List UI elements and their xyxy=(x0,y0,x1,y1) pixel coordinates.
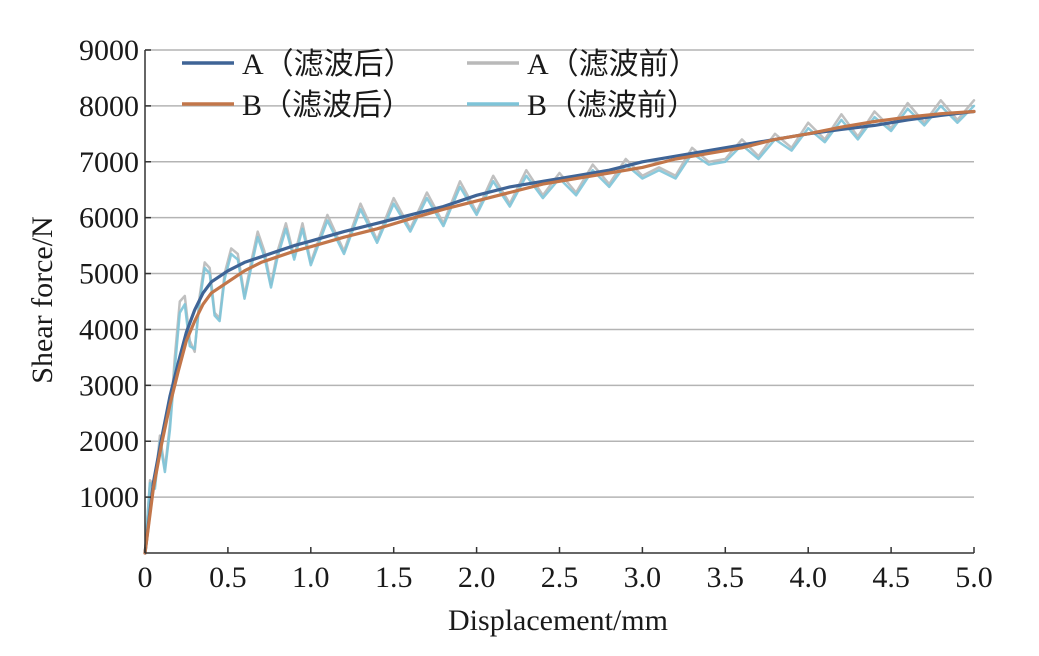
y-tick-label: 5000 xyxy=(79,258,139,291)
x-tick-label: 2.0 xyxy=(458,561,496,594)
x-tick-label: 0.5 xyxy=(209,561,247,594)
filtered-series-group xyxy=(143,109,976,555)
y-tick-label: 8000 xyxy=(79,90,139,123)
series-line-1 xyxy=(143,109,976,555)
gridlines xyxy=(145,49,974,498)
y-tick-label: 3000 xyxy=(79,369,139,402)
series-line-3 xyxy=(143,104,976,555)
x-tick-label: 3.5 xyxy=(707,561,745,594)
x-tick-label: 0 xyxy=(138,561,153,594)
y-tick-label: 9000 xyxy=(79,34,139,67)
x-tick-labels: 0 0.5 1.0 1.5 2.0 2.5 3.0 3.5 4.0 4.5 5.0 xyxy=(138,561,993,594)
series-line-0 xyxy=(143,109,976,555)
x-tick-label: 1.5 xyxy=(375,561,413,594)
y-tick-labels: 1000 2000 3000 4000 5000 6000 7000 8000 9000 xyxy=(79,34,139,514)
legend-label-1: B（滤波后） xyxy=(242,89,412,122)
x-axis-title: Displacement/mm xyxy=(448,604,668,637)
legend-label-2: A（滤波前） xyxy=(527,48,699,81)
x-tick-label: 4.5 xyxy=(872,561,910,594)
axes xyxy=(144,49,975,554)
legend-label-0: A（滤波后） xyxy=(242,48,414,81)
x-tick-label: 1.0 xyxy=(292,561,330,594)
legend-label-3: B（滤波前） xyxy=(527,89,697,122)
y-tick-label: 7000 xyxy=(79,146,139,179)
raw-series-group xyxy=(143,99,976,555)
x-tick-label: 4.0 xyxy=(789,561,827,594)
series-line-2 xyxy=(143,99,976,555)
x-tick-label: 5.0 xyxy=(955,561,993,594)
y-tick-label: 1000 xyxy=(79,481,139,514)
x-tick-label: 3.0 xyxy=(624,561,662,594)
legend: A（滤波后） A（滤波前） B（滤波后） B（滤波前） xyxy=(182,48,699,122)
y-axis-title: Shear force/N xyxy=(26,216,59,383)
x-tick-label: 2.5 xyxy=(541,561,579,594)
y-tick-label: 2000 xyxy=(79,425,139,458)
y-tick-label: 4000 xyxy=(79,313,139,346)
y-tick-label: 6000 xyxy=(79,202,139,235)
